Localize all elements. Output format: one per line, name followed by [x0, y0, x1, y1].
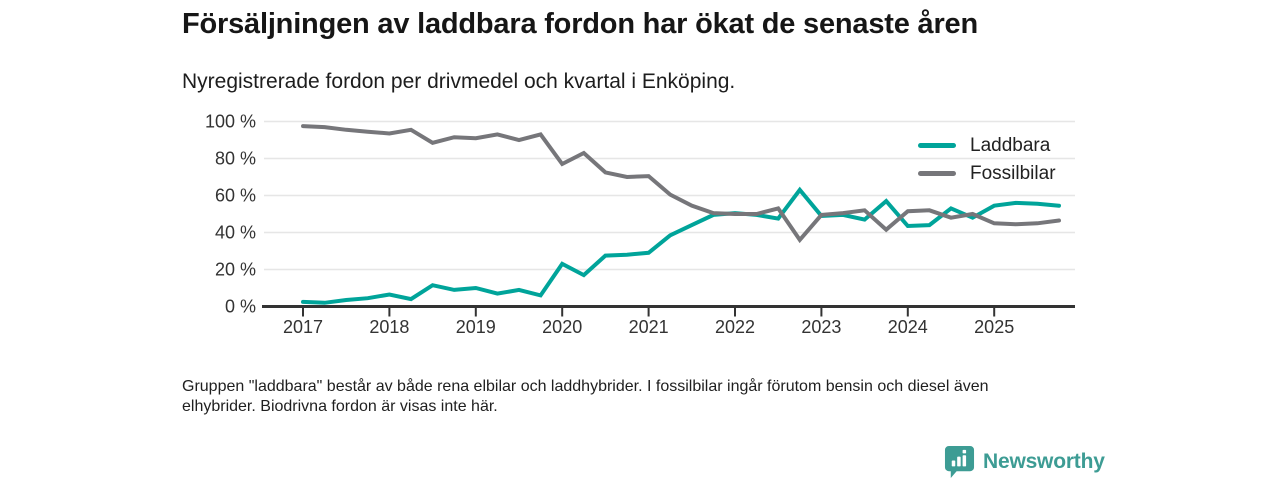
x-axis-tick-label: 2020 [542, 317, 582, 337]
y-axis-tick-label: 20 % [215, 260, 256, 280]
y-axis-tick-label: 60 % [215, 186, 256, 206]
newsworthy-logo: Newsworthy [944, 445, 1105, 478]
x-axis-tick-label: 2019 [456, 317, 496, 337]
chart-subtitle: Nyregistrerade fordon per drivmedel och … [182, 70, 736, 93]
series-line-laddbara [301, 186, 1061, 305]
x-axis-tick-label: 2022 [715, 317, 755, 337]
x-axis-tick-label: 2017 [283, 317, 323, 337]
legend-item-laddbara: Laddbara [918, 135, 1056, 156]
newsworthy-bar-chart-icon [944, 446, 975, 478]
x-axis-tick-label: 2025 [974, 317, 1014, 337]
y-axis-tick-label: 0 % [225, 297, 256, 317]
y-axis-tick-label: 80 % [215, 149, 256, 169]
x-axis-tick-label: 2023 [801, 317, 841, 337]
legend-item-fossilbilar: Fossilbilar [918, 163, 1056, 184]
series-line-fossilbilar [301, 124, 1061, 244]
x-axis-tick-label: 2021 [629, 317, 669, 337]
legend-label-fossilbilar: Fossilbilar [970, 162, 1056, 184]
x-axis-tick-label: 2018 [369, 317, 409, 337]
chart-title: Försäljningen av laddbara fordon har öka… [182, 8, 978, 40]
line-chart-canvas: 0 % 20 % 40 % 60 % 80 % 100 % 2017 2018 2019 2020… [205, 112, 1075, 337]
legend-swatch-fossilbilar [918, 171, 956, 176]
legend-label-laddbara: Laddbara [970, 134, 1051, 156]
legend-swatch-laddbara [918, 143, 956, 148]
y-axis-tick-label: 40 % [215, 223, 256, 243]
chart-footnote: Gruppen "laddbara" består av både rena e… [182, 378, 989, 415]
y-axis-tick-label: 100 % [205, 112, 256, 132]
x-axis-tick-label: 2024 [888, 317, 928, 337]
brand-name: Newsworthy [983, 449, 1105, 473]
legend: Laddbara Fossilbilar [918, 135, 1056, 184]
